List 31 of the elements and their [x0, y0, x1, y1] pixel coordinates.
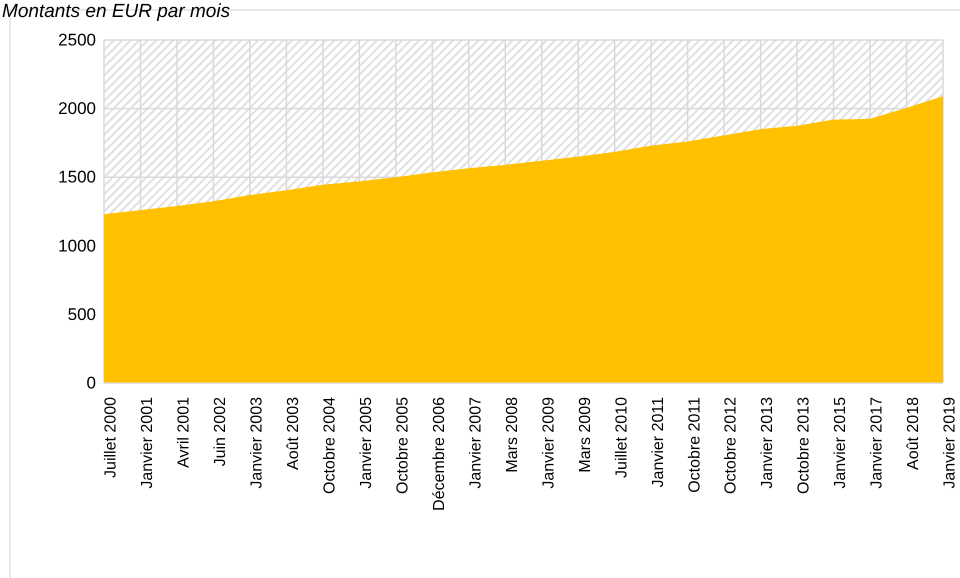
x-tick-label: Janvier 2005: [358, 396, 375, 489]
x-tick-label: Janvier 2001: [139, 396, 156, 489]
y-tick-label: 2000: [58, 99, 96, 118]
x-tick-label: Juillet 2010: [613, 396, 630, 478]
y-tick-label: 2500: [58, 30, 96, 50]
y-tick-label: 500: [68, 304, 96, 324]
x-tick-label: Octobre 2013: [796, 396, 813, 494]
x-tick-label: Juin 2002: [212, 396, 230, 466]
x-tick-label: Janvier 2003: [248, 396, 266, 489]
x-tick-label: Mars 2008: [504, 396, 521, 473]
x-tick-label: Janvier 2009: [540, 396, 558, 489]
x-tick-label: Janvier 2011: [650, 396, 667, 488]
x-tick-label: Janvier 2019: [942, 396, 959, 489]
x-tick-label: Juillet 2000: [102, 396, 120, 478]
x-tick-label: Janvier 2017: [868, 396, 886, 489]
x-tick-label: Octobre 2005: [394, 396, 412, 494]
x-tick-label: Octobre 2004: [321, 396, 338, 494]
x-tick-label: Octobre 2012: [722, 396, 740, 494]
x-tick-label: Janvier 2007: [467, 396, 484, 489]
chart-title: Montants en EUR par mois: [2, 1, 231, 22]
x-tick-label: Décembre 2006: [430, 396, 448, 511]
y-tick-label: 0: [86, 373, 96, 392]
x-tick-label: Janvier 2015: [832, 396, 850, 489]
y-tick-label: 1500: [58, 168, 96, 187]
x-tick-label: Août 2018: [905, 396, 922, 470]
x-tick-label: Mars 2009: [576, 396, 594, 473]
y-tick-label: 1000: [58, 236, 96, 256]
x-tick-label: Octobre 2011: [686, 396, 704, 493]
x-tick-label: Août 2003: [284, 396, 302, 470]
x-tick-label: Janvier 2013: [759, 396, 776, 489]
x-tick-label: Avril 2001: [176, 396, 193, 468]
